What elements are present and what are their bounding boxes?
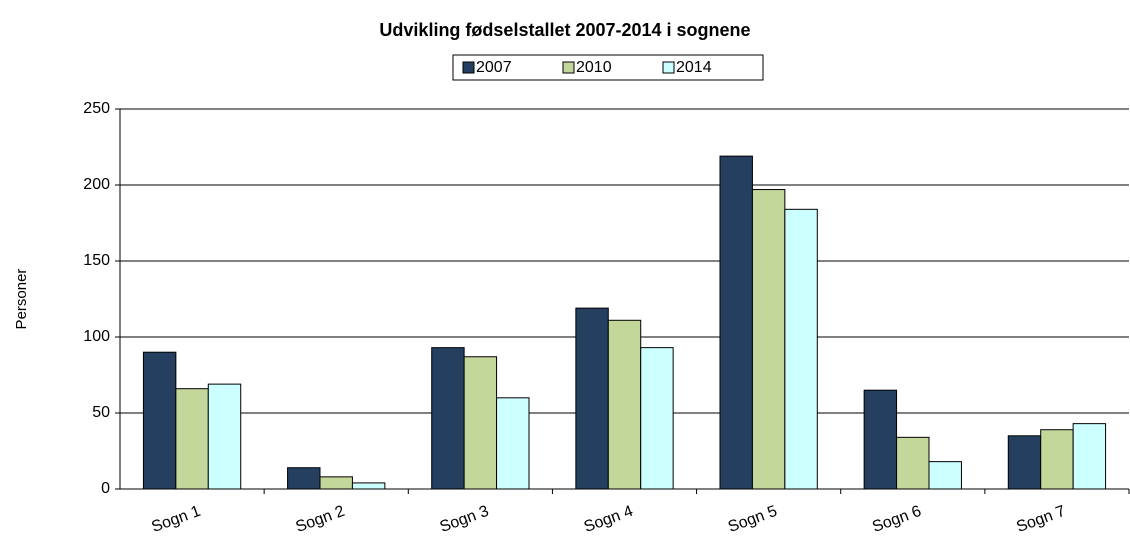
x-tick-label: Sogn 1 [149, 503, 203, 536]
bar [496, 397, 530, 490]
bar [1040, 429, 1074, 490]
bar [431, 347, 465, 490]
x-tick-label: Sogn 4 [582, 503, 636, 536]
bar [1007, 435, 1042, 490]
bar [784, 208, 818, 490]
bar [896, 436, 930, 490]
bar [463, 356, 498, 490]
bar [607, 319, 642, 490]
legend-swatch [662, 61, 675, 74]
x-tick-label: Sogn 2 [294, 503, 348, 536]
bar [1072, 423, 1107, 490]
x-tick-label: Sogn 7 [1014, 503, 1068, 536]
bar [351, 482, 386, 490]
y-tick-label: 250 [83, 100, 110, 117]
chart-title: Udvikling fødselstallet 2007-2014 i sogn… [379, 20, 750, 40]
y-tick-label: 200 [83, 176, 110, 193]
bar [928, 461, 962, 490]
x-tick-label: Sogn 5 [726, 503, 780, 536]
legend-swatch [562, 61, 575, 74]
bar [175, 388, 209, 490]
bar [575, 307, 609, 490]
legend-label: 2014 [676, 59, 712, 76]
bar [207, 383, 242, 490]
x-tick-label: Sogn 3 [438, 503, 492, 536]
bar [719, 155, 753, 490]
legend-box [452, 54, 764, 81]
y-tick-label: 150 [83, 252, 110, 269]
x-tick-label: Sogn 6 [870, 503, 924, 536]
bar [319, 476, 353, 490]
bar [640, 347, 674, 490]
y-axis-label: Personer [13, 269, 30, 330]
legend-label: 2007 [476, 59, 512, 76]
legend-swatch [462, 61, 475, 74]
bar [287, 467, 321, 490]
bar [863, 389, 898, 490]
y-tick-label: 50 [92, 404, 110, 421]
y-tick-label: 0 [101, 480, 110, 497]
bar [751, 189, 786, 490]
y-tick-label: 100 [83, 328, 110, 345]
legend-label: 2010 [576, 59, 612, 76]
bar [142, 351, 177, 490]
